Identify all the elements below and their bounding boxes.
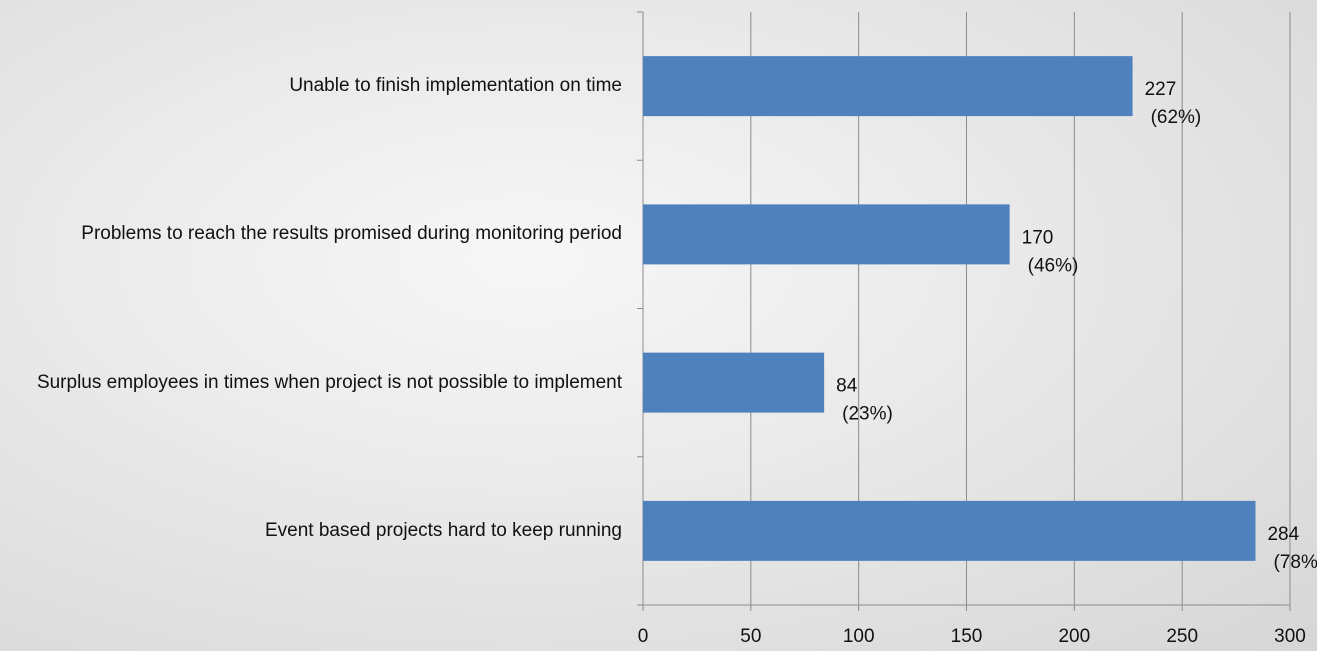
x-tick-label: 150 (951, 626, 983, 647)
x-tick-label: 50 (740, 626, 761, 647)
value-label: 84 (836, 376, 858, 397)
category-label: Surplus employees in times when project … (0, 368, 622, 398)
value-label: 227 (1145, 79, 1177, 100)
bar (643, 204, 1010, 265)
bar (643, 352, 825, 413)
bar (643, 56, 1133, 117)
category-text: Problems to reach the results promised d… (81, 223, 622, 245)
value-label: 170 (1022, 227, 1054, 248)
category-label: Unable to finish implementation on time (0, 71, 622, 101)
x-tick-label: 200 (1058, 626, 1090, 647)
value-label: 284 (1267, 524, 1299, 545)
percent-label: (62%) (1151, 107, 1202, 128)
category-label: Event based projects hard to keep runnin… (0, 516, 622, 546)
category-text: Surplus employees in times when project … (36, 371, 622, 393)
category-text: Event based projects hard to keep runnin… (264, 519, 622, 541)
percent-label: (78%) (1273, 552, 1317, 573)
x-tick-label: 250 (1166, 626, 1198, 647)
x-tick-label: 0 (638, 626, 649, 647)
bar (643, 500, 1256, 561)
percent-label: (46%) (1028, 255, 1079, 276)
percent-label: (23%) (842, 404, 893, 425)
x-tick-label: 300 (1274, 626, 1306, 647)
category-label: Problems to reach the results promised d… (0, 219, 622, 249)
category-text: Unable to finish implementation on time (289, 75, 622, 97)
x-tick-label: 100 (843, 626, 875, 647)
